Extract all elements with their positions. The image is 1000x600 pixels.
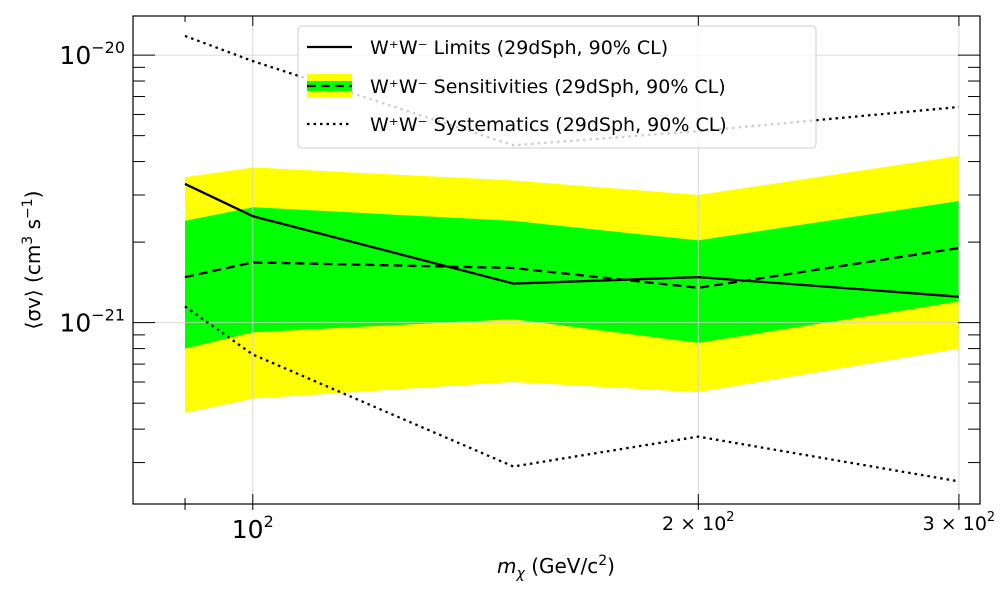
plot-frame <box>132 15 981 505</box>
y-axis-title: ⟨σv⟩ (cm3 s−1) <box>20 191 45 330</box>
band-68 <box>185 201 959 349</box>
y-tick-label: 10−20 <box>59 38 125 70</box>
plot-clip-group <box>133 16 980 504</box>
x-tick-label: 102 <box>232 512 274 544</box>
x-tick-label: 2 × 102 <box>662 510 735 535</box>
y-tick-label: 10−21 <box>59 306 125 338</box>
x-tick-label: 3 × 102 <box>923 510 996 535</box>
legend-box <box>297 25 817 149</box>
legend-item-sensitivities: W⁺W⁻ Sensitivities (29dSph, 90% CL) <box>307 74 726 98</box>
legend-item-limits: W⁺W⁻ Limits (29dSph, 90% CL) <box>307 37 668 59</box>
x-axis-title: mχ (GeV/c2) <box>497 553 615 582</box>
series-sensitivities <box>184 246 960 289</box>
legend-item-systematics: W⁺W⁻ Systematics (29dSph, 90% CL) <box>307 114 727 136</box>
legend-label-limits: W⁺W⁻ Limits (29dSph, 90% CL) <box>370 37 668 59</box>
axes: 102 2 × 102 3 × 102 10−21 10−20 <box>59 15 996 544</box>
legend-label-systematics: W⁺W⁻ Systematics (29dSph, 90% CL) <box>370 114 727 136</box>
legend: W⁺W⁻ Limits (29dSph, 90% CL) W⁺W⁻ Sensiti… <box>297 25 817 149</box>
series-limits <box>184 182 959 298</box>
legend-label-sensitivities: W⁺W⁻ Sensitivities (29dSph, 90% CL) <box>370 76 726 98</box>
plot-area <box>133 16 980 504</box>
